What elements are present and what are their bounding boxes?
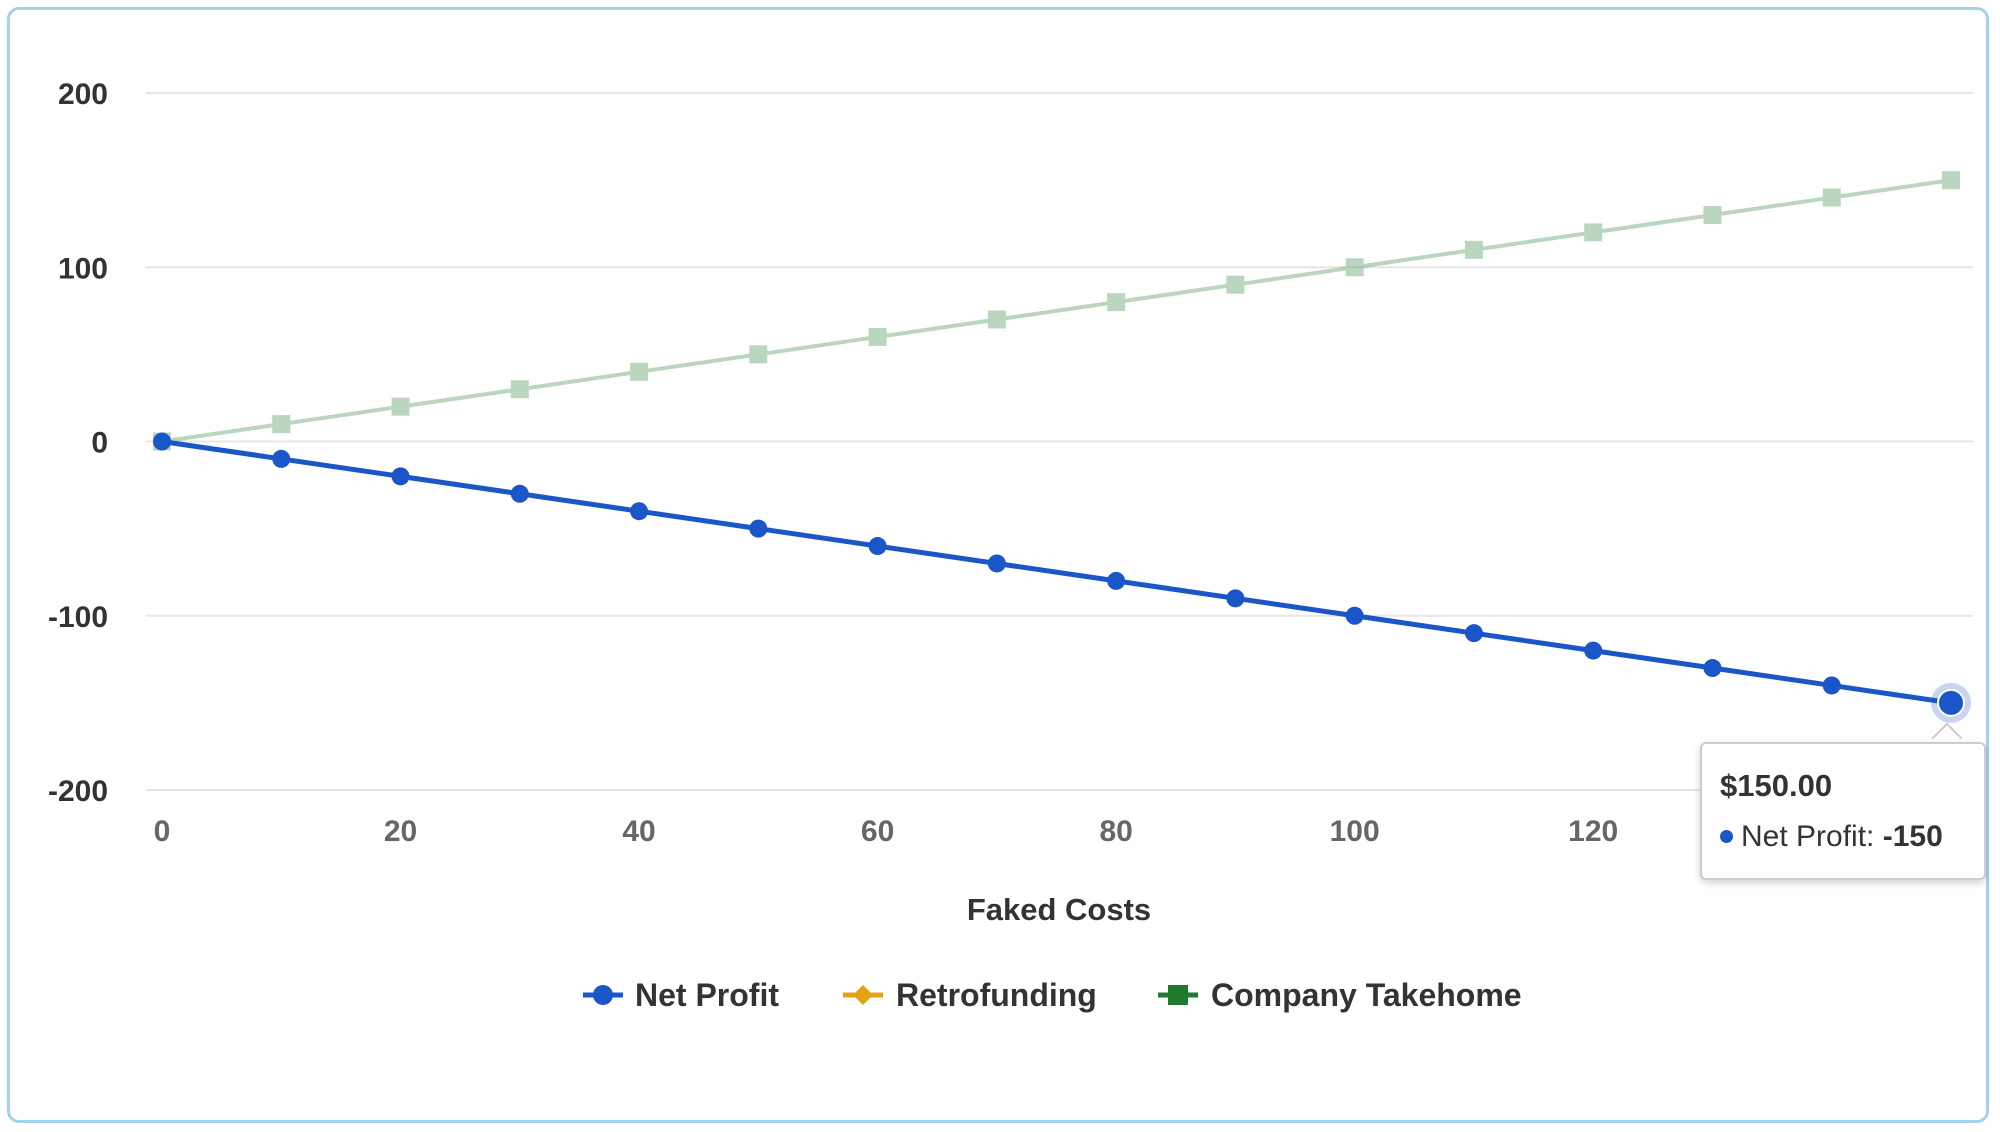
data-point[interactable]: [1464, 624, 1483, 643]
series-line: [160, 178, 1953, 444]
data-point[interactable]: [630, 502, 649, 521]
hovered-data-point[interactable]: [1937, 688, 1965, 717]
series-company-takehome: [153, 171, 1960, 451]
data-point[interactable]: [1107, 293, 1126, 312]
data-point[interactable]: [868, 537, 887, 556]
y-axis-ticks: 200 100 0 -100 -200: [48, 78, 108, 808]
data-point[interactable]: [272, 415, 291, 434]
series-net-profit: [153, 432, 1960, 712]
y-tick-label: 200: [58, 78, 108, 111]
data-point[interactable]: [1464, 240, 1483, 259]
series-line: [159, 439, 1954, 706]
data-point[interactable]: [272, 449, 291, 468]
x-axis-ticks: 0 20 40 60 80 100 120: [154, 815, 1619, 848]
data-point[interactable]: [1822, 188, 1841, 207]
data-point[interactable]: [391, 467, 410, 486]
legend-item-retrofunding[interactable]: Retrofunding: [843, 977, 1097, 1013]
tooltip-header: $150.00: [1720, 768, 1833, 803]
data-point[interactable]: [1345, 606, 1364, 625]
data-point[interactable]: [1703, 205, 1722, 224]
x-tick-label: 120: [1568, 815, 1618, 848]
x-tick-label: 100: [1330, 815, 1380, 848]
tooltip: $150.00 Net Profit: -150: [1700, 742, 1986, 880]
tooltip-series-dot-icon: [1720, 829, 1733, 843]
data-point[interactable]: [1226, 275, 1245, 294]
series-layer: [153, 171, 1971, 723]
data-point[interactable]: [1942, 171, 1960, 190]
data-point[interactable]: [1703, 659, 1722, 678]
data-point[interactable]: [987, 310, 1006, 329]
legend-diamond-marker-icon: [853, 985, 873, 1005]
x-tick-label: 20: [384, 815, 417, 848]
legend-item-net-profit[interactable]: Net Profit: [583, 977, 779, 1013]
y-tick-label: -100: [48, 601, 108, 634]
y-tick-label: -200: [48, 775, 108, 808]
x-tick-label: 80: [1099, 815, 1132, 848]
tooltip-series-label: Net Profit:: [1741, 820, 1875, 853]
y-tick-label: 0: [91, 427, 108, 460]
y-tick-label: 100: [58, 252, 108, 285]
data-point[interactable]: [1107, 571, 1126, 590]
legend-label: Retrofunding: [896, 977, 1097, 1013]
data-point[interactable]: [153, 432, 171, 451]
data-point[interactable]: [749, 519, 768, 538]
data-point[interactable]: [868, 327, 887, 346]
legend-item-company-takehome[interactable]: Company Takehome: [1158, 977, 1522, 1013]
data-point[interactable]: [1822, 676, 1841, 695]
legend-label: Net Profit: [635, 977, 779, 1013]
data-point[interactable]: [1584, 641, 1603, 660]
legend-circle-marker-icon: [593, 985, 613, 1005]
legend: Net Profit Retrofunding Company Takehome: [583, 977, 1522, 1013]
data-point[interactable]: [1584, 223, 1603, 242]
data-point[interactable]: [510, 484, 529, 503]
data-point[interactable]: [1226, 589, 1245, 608]
data-point[interactable]: [510, 380, 529, 399]
data-point[interactable]: [1345, 258, 1364, 277]
data-point[interactable]: [749, 345, 768, 364]
x-tick-label: 40: [622, 815, 655, 848]
grid-lines: [146, 92, 1973, 791]
legend-label: Company Takehome: [1211, 977, 1522, 1013]
tooltip-value: -150: [1882, 820, 1943, 853]
x-tick-label: 0: [154, 815, 171, 848]
x-tick-label: 60: [861, 815, 894, 848]
x-axis-title: Faked Costs: [967, 892, 1151, 927]
data-point[interactable]: [630, 362, 649, 381]
tooltip-series-line: Net Profit: -150: [1720, 820, 1943, 854]
legend-square-marker-icon: [1168, 985, 1188, 1005]
line-chart: 200 100 0 -100 -200 0 20 40 60 80 100 120 Faked Co…: [48, 78, 1973, 1013]
chart-container: 200 100 0 -100 -200 0 20 40 60 80 100 120 Faked Co…: [7, 7, 1989, 1123]
data-point[interactable]: [987, 554, 1006, 573]
data-point[interactable]: [391, 397, 410, 416]
